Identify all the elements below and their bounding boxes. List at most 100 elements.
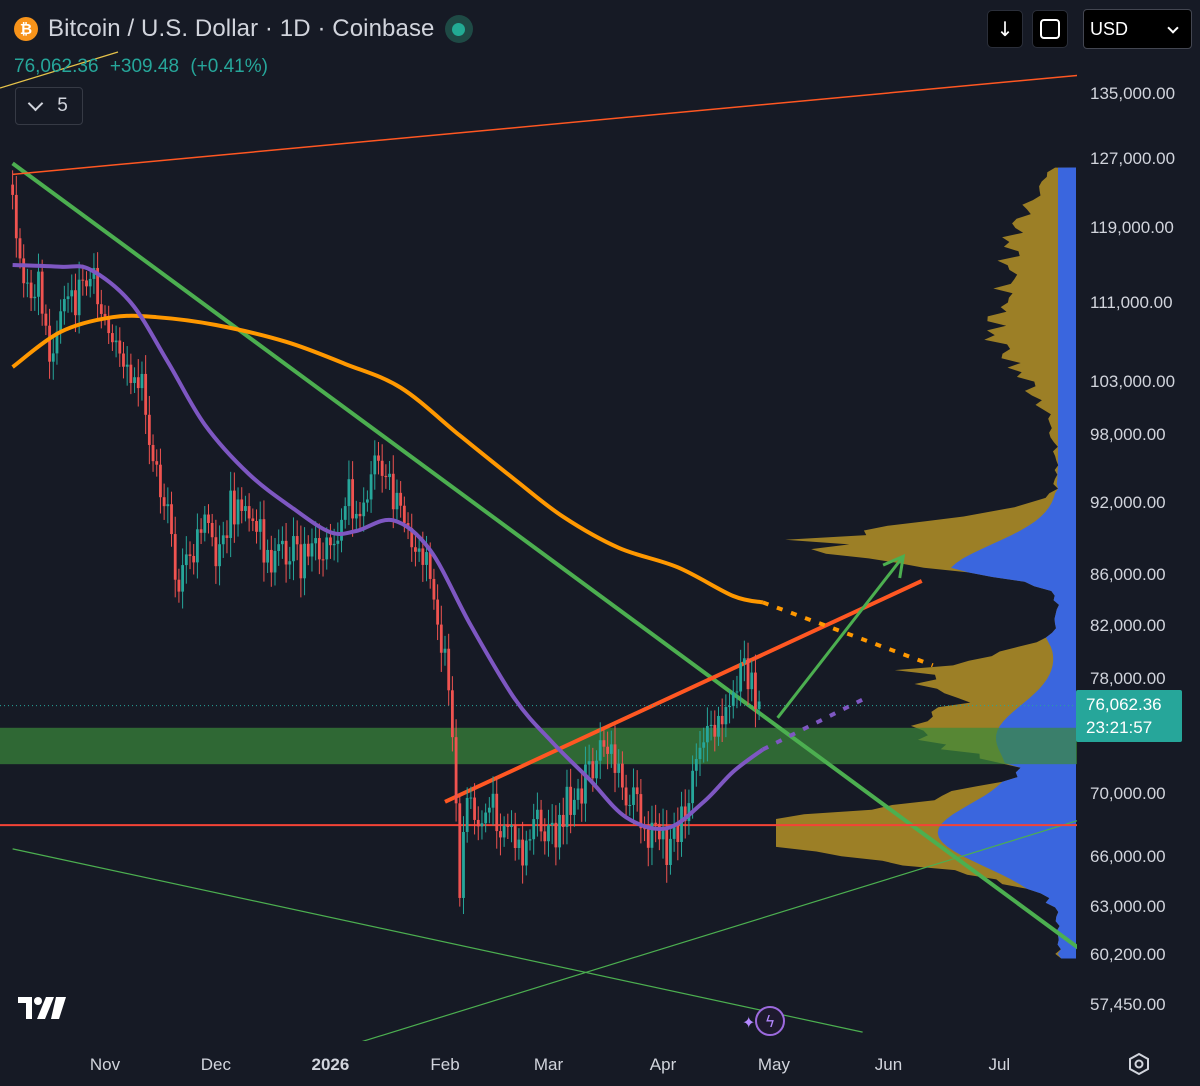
time-axis-label: Jun	[874, 1055, 903, 1074]
candle	[558, 802, 561, 860]
candle	[639, 779, 643, 844]
candle-body	[458, 803, 462, 898]
candle	[295, 520, 299, 561]
settings-icon[interactable]	[1127, 1052, 1151, 1076]
candle-body	[754, 672, 757, 710]
candle-body	[491, 793, 495, 808]
candle-body	[499, 831, 502, 838]
candle-body	[602, 740, 606, 747]
candle-body	[558, 814, 561, 848]
candle	[598, 722, 602, 779]
candle-body	[88, 278, 92, 287]
candle	[199, 518, 203, 545]
price-axis-label: 92,000.00	[1090, 492, 1166, 512]
candle-body	[550, 822, 554, 826]
candle	[528, 829, 532, 851]
symbol-title[interactable]: Bitcoin / U.S. Dollar · 1D · Coinbase	[48, 15, 435, 42]
candle	[244, 495, 247, 522]
candle	[88, 267, 92, 298]
candle	[757, 690, 761, 721]
candle	[48, 308, 51, 379]
candle-body	[125, 364, 129, 367]
candle-body	[402, 505, 406, 524]
candle	[691, 755, 695, 819]
candle	[454, 719, 458, 822]
candle-body	[74, 290, 77, 316]
candle-body	[447, 648, 451, 691]
candle-body	[450, 690, 454, 738]
candle-body	[262, 519, 266, 563]
candle	[240, 487, 244, 524]
chart-plot-area[interactable]	[0, 0, 1077, 1041]
candle-body	[543, 831, 547, 842]
candle-body	[661, 827, 665, 840]
candle-body	[698, 747, 702, 760]
candle-body	[632, 787, 635, 805]
candle	[565, 769, 569, 845]
price-axis-label: 103,000.00	[1090, 372, 1176, 392]
candle	[521, 821, 525, 884]
candle-body	[639, 794, 643, 829]
candle-body	[159, 464, 162, 498]
candle-body	[657, 823, 661, 840]
candle	[746, 642, 750, 705]
candle	[643, 816, 646, 842]
candle-body	[59, 311, 63, 332]
candle	[377, 441, 380, 475]
candle-body	[595, 760, 598, 779]
candle-body	[51, 353, 55, 362]
candle	[70, 274, 74, 313]
candle-body	[635, 787, 639, 795]
candle	[133, 367, 136, 394]
download-button[interactable]: ↓	[987, 10, 1023, 48]
candle-body	[258, 519, 262, 532]
candle-body	[303, 543, 306, 579]
candle	[262, 500, 266, 582]
candle-body	[347, 479, 351, 507]
currency-value: USD	[1090, 18, 1129, 39]
candle	[44, 304, 48, 335]
price-chart[interactable]	[0, 0, 1077, 1041]
candle-body	[683, 806, 687, 822]
candle	[709, 710, 713, 741]
lightning-icon[interactable]: ϟ	[755, 1006, 785, 1036]
time-axis-label: Mar	[533, 1055, 564, 1074]
candle-body	[425, 552, 428, 565]
currency-select[interactable]: USD	[1083, 9, 1192, 49]
candle-body	[735, 691, 739, 693]
candle	[661, 808, 665, 859]
candle-body	[746, 658, 750, 690]
candle	[288, 546, 292, 580]
candle	[221, 521, 225, 558]
symbol-header[interactable]: ₿ Bitcoin / U.S. Dollar · 1D · Coinbase	[14, 12, 473, 46]
candle-body	[280, 540, 284, 545]
candle-body	[465, 797, 469, 832]
candle-body	[151, 444, 155, 462]
arrow-down-icon: ↓	[996, 17, 1014, 41]
candle-body	[709, 724, 713, 727]
candle-body	[580, 788, 584, 804]
candle-body	[384, 475, 388, 478]
candle	[687, 789, 691, 835]
fullscreen-button[interactable]	[1032, 10, 1068, 48]
candle-body	[502, 825, 506, 838]
upper-left-trendline	[0, 51, 119, 89]
candle	[166, 487, 170, 524]
candle	[74, 273, 77, 333]
indicators-toggle-button[interactable]: 5	[15, 87, 83, 125]
candle	[584, 746, 587, 822]
candle-body	[702, 742, 706, 748]
candle	[11, 170, 15, 210]
candle	[569, 768, 573, 834]
trendline-lower-channel	[12, 848, 863, 1033]
candle-body	[14, 194, 18, 239]
time-axis-label: Apr	[649, 1055, 677, 1074]
candle	[447, 633, 451, 706]
candle	[122, 341, 125, 379]
candle-body	[532, 819, 536, 840]
candle-body	[539, 809, 543, 832]
candle	[218, 525, 221, 586]
candle-body	[391, 473, 395, 510]
sparkle-icon: ✦	[742, 1013, 756, 1032]
candle	[439, 605, 443, 672]
